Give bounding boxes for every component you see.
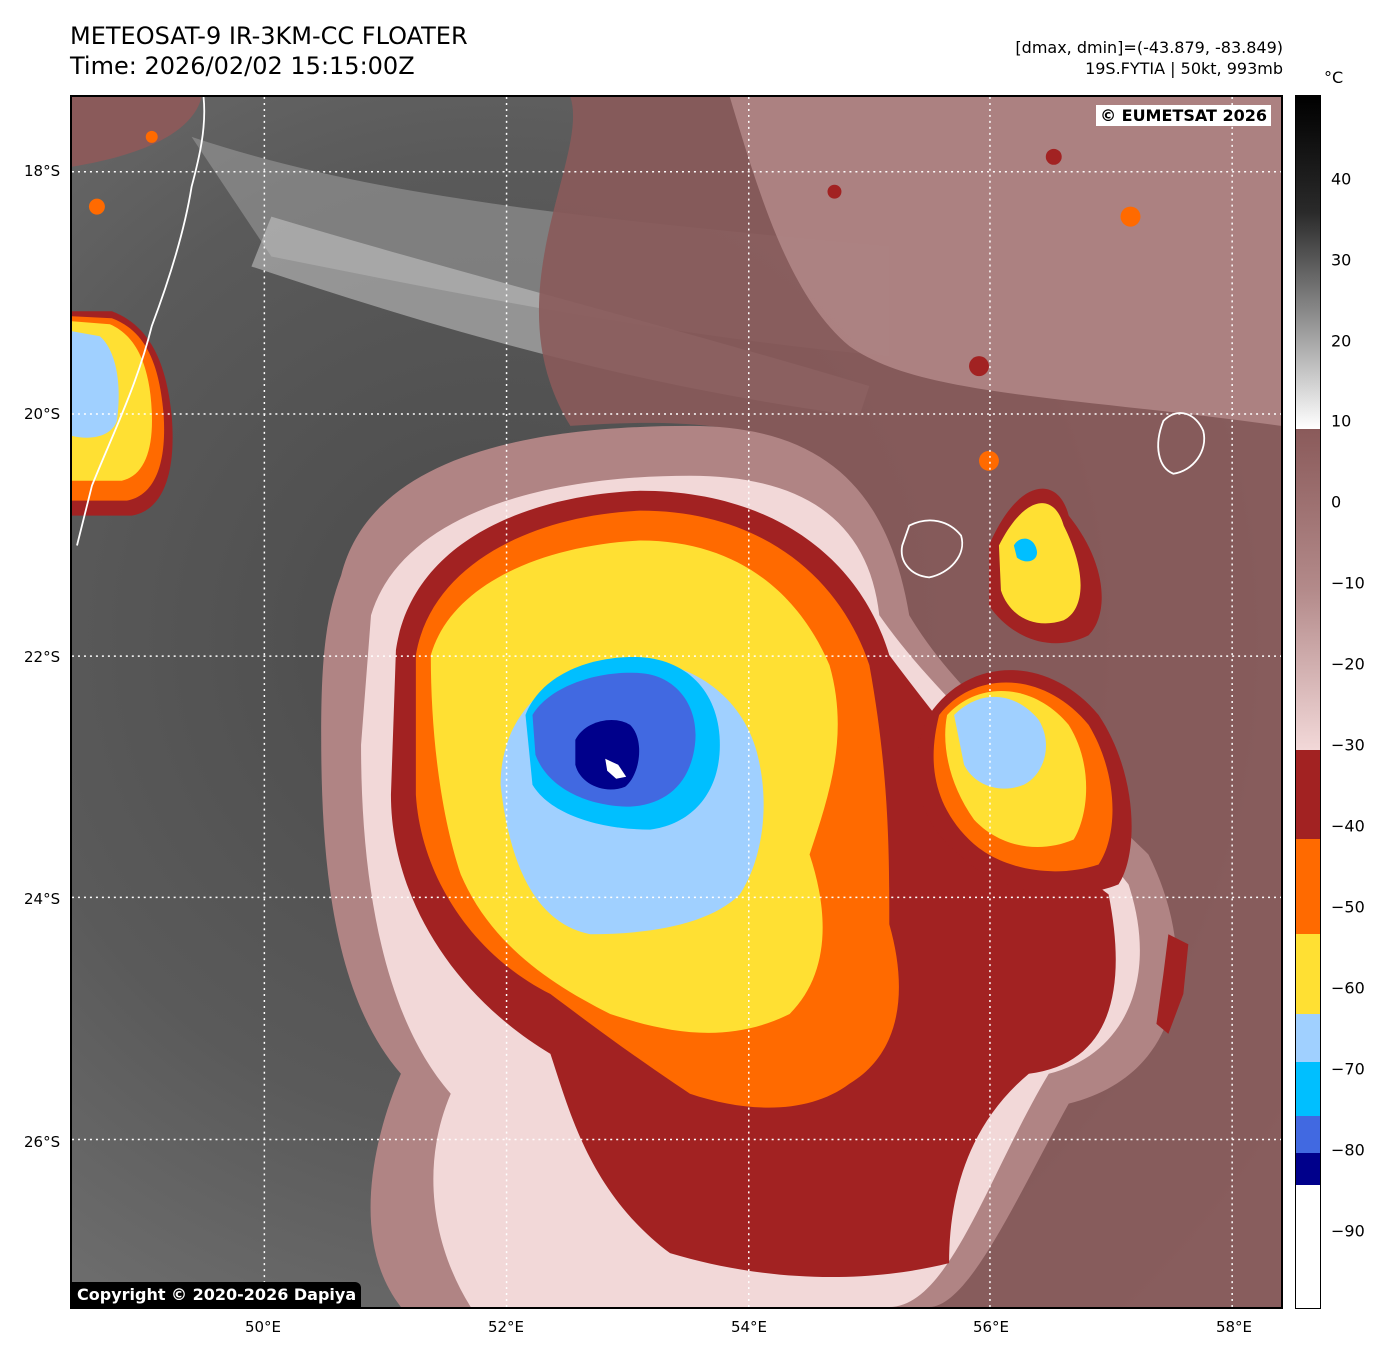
colorbar-tick: 20 (1331, 331, 1352, 351)
colorbar-dark-red-segment (1296, 750, 1320, 839)
lon-label-52e: 52°E (487, 1318, 525, 1336)
colorbar-tick: −20 (1331, 654, 1365, 674)
eumetsat-credit: © EUMETSAT 2026 (1096, 105, 1271, 126)
lat-label-26s: 26°S (24, 1133, 61, 1151)
colorbar-white-segment (1296, 1185, 1320, 1308)
colorbar-yellow-segment (1296, 934, 1320, 1014)
colorbar-tick: −30 (1331, 735, 1365, 755)
colorbar-tick: −80 (1331, 1140, 1365, 1160)
mauritius-outline (1157, 412, 1206, 475)
east-cell-north-blue (1013, 538, 1038, 562)
figure-title-satellite: METEOSAT-9 IR-3KM-CC FLOATER (70, 22, 468, 50)
colorbar-tick: −40 (1331, 816, 1365, 836)
lon-label-56e: 56°E (972, 1318, 1010, 1336)
lat-label-24s: 24°S (24, 890, 61, 908)
reunion-outline (900, 519, 964, 579)
colorbar-sky-blue-segment (1296, 1062, 1320, 1116)
west-cell-lightblue (72, 331, 119, 438)
east-cell-north-yellow (998, 503, 1081, 624)
graticule (72, 97, 1281, 1307)
storm-info-label: 19S.FYTIA | 50kt, 993mb (1085, 59, 1283, 78)
satellite-image (72, 97, 1281, 1307)
colorbar-tick: −70 (1331, 1059, 1365, 1079)
colorbar-mauve-segment (1296, 429, 1320, 750)
lat-label-20s: 20°S (24, 405, 61, 423)
colorbar-tick: −60 (1331, 978, 1365, 998)
colorbar-navy-segment (1296, 1153, 1320, 1185)
small-cell (1120, 206, 1141, 227)
coldest-core (605, 758, 627, 779)
colorbar-tick: −10 (1331, 573, 1365, 593)
satellite-map[interactable]: © EUMETSAT 2026 Copyright © 2020-2026 Da… (70, 95, 1283, 1309)
cloud-mauve-northeast (729, 97, 1281, 426)
lon-label-54e: 54°E (730, 1318, 768, 1336)
small-cell (1045, 148, 1062, 165)
cloud-mauve-northwest (72, 97, 202, 167)
colorbar-tick: 10 (1331, 411, 1352, 431)
small-cell (827, 184, 842, 199)
small-cell (969, 356, 989, 377)
east-cell-south-lightblue (954, 696, 1046, 789)
small-cell (145, 130, 158, 143)
small-cell (1156, 934, 1189, 1034)
figure-title-time: Time: 2026/02/02 15:15:00Z (70, 52, 415, 80)
data-range-label: [dmax, dmin]=(-43.879, -83.849) (1015, 38, 1283, 57)
colorbar-tick: −90 (1331, 1221, 1365, 1241)
colorbar (1295, 95, 1321, 1309)
colorbar-tick: −50 (1331, 897, 1365, 917)
lon-label-50e: 50°E (244, 1318, 282, 1336)
colorbar-light-blue-segment (1296, 1014, 1320, 1062)
colorbar-gray-segment (1296, 96, 1320, 429)
lon-label-58e: 58°E (1215, 1318, 1253, 1336)
colorbar-tick: 30 (1331, 250, 1352, 270)
small-cell (88, 198, 105, 215)
temp-band-navy (575, 719, 640, 790)
colorbar-unit: °C (1324, 68, 1344, 87)
lat-label-22s: 22°S (24, 648, 61, 666)
colorbar-royal-blue-segment (1296, 1116, 1320, 1153)
lat-label-18s: 18°S (24, 162, 61, 180)
colorbar-tick: 40 (1331, 169, 1352, 189)
colorbar-tick: 0 (1331, 492, 1342, 512)
small-cell (978, 450, 999, 471)
colorbar-orange-segment (1296, 839, 1320, 934)
madagascar-coastline (76, 97, 206, 546)
dapiya-credit: Copyright © 2020-2026 Dapiya (72, 1282, 362, 1307)
